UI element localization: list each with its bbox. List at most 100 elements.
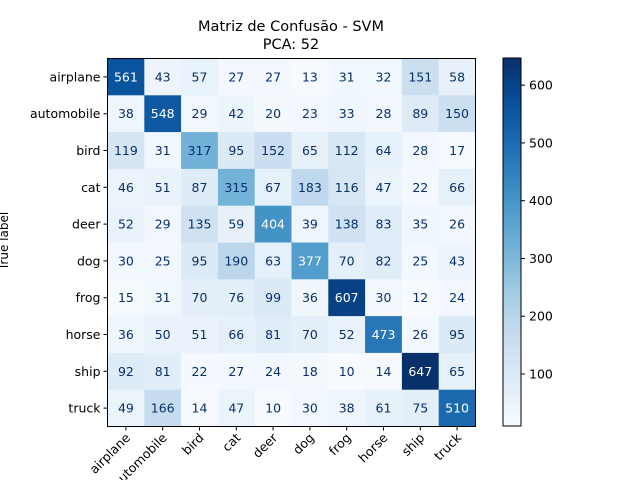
cell-value-label: 82 xyxy=(376,253,392,268)
heatmap-cell xyxy=(438,352,476,391)
heatmap-cell xyxy=(401,389,440,427)
heatmap-cell xyxy=(291,279,329,317)
cell-value-label: 30 xyxy=(302,401,318,416)
cell-value-label: 51 xyxy=(192,327,208,342)
heatmap-cell xyxy=(254,242,292,280)
cell-value-label: 89 xyxy=(412,106,428,121)
plot-frame xyxy=(107,58,476,427)
cell-value-label: 83 xyxy=(376,217,392,232)
cell-value-label: 22 xyxy=(192,364,208,379)
heatmap-cell xyxy=(401,58,440,96)
cell-value-label: 27 xyxy=(228,69,244,84)
cell-value-label: 561 xyxy=(114,69,138,84)
y-tick-label: ship xyxy=(75,364,101,379)
colorbar-tick-label: 500 xyxy=(529,135,553,150)
cell-value-label: 28 xyxy=(376,106,392,121)
heatmap-cell xyxy=(328,95,366,133)
cell-value-label: 66 xyxy=(449,180,465,195)
cell-value-label: 31 xyxy=(155,143,171,158)
cell-value-label: 95 xyxy=(449,327,465,342)
cell-value-label: 152 xyxy=(261,143,285,158)
cell-value-label: 135 xyxy=(188,217,212,232)
heatmap-cell xyxy=(401,168,440,207)
heatmap-cell xyxy=(365,95,403,133)
heatmap-cell xyxy=(254,58,292,96)
cell-value-label: 30 xyxy=(118,253,134,268)
heatmap-cell xyxy=(291,352,329,391)
heatmap-cell xyxy=(254,168,292,207)
heatmap-cell xyxy=(328,58,366,96)
heatmap-cell xyxy=(217,95,256,133)
heatmap-cell xyxy=(217,279,256,317)
cell-value-label: 43 xyxy=(155,69,171,84)
cell-value-label: 49 xyxy=(118,401,134,416)
heatmap-cell xyxy=(328,242,366,280)
cell-value-label: 47 xyxy=(376,180,392,195)
cell-value-label: 119 xyxy=(114,143,138,158)
heatmap-cell xyxy=(107,58,145,96)
heatmap-cell xyxy=(254,279,292,317)
heatmap-cell xyxy=(401,132,440,170)
heatmap-cell xyxy=(217,205,256,243)
x-tick-label: deer xyxy=(249,429,280,460)
cell-value-label: 42 xyxy=(228,106,244,121)
heatmap-cell xyxy=(217,132,256,170)
heatmap-cell xyxy=(438,58,476,96)
heatmap-cell xyxy=(254,95,292,133)
cell-value-label: 32 xyxy=(376,69,392,84)
cell-value-label: 12 xyxy=(412,290,428,305)
heatmap-cell xyxy=(217,352,256,391)
cell-value-label: 24 xyxy=(449,290,465,305)
heatmap-cell xyxy=(217,316,256,354)
cell-value-label: 27 xyxy=(228,364,244,379)
heatmap-cell xyxy=(254,352,292,391)
y-tick-label: bird xyxy=(76,143,100,158)
colorbar-tick-label: 300 xyxy=(529,251,553,266)
heatmap-cell xyxy=(144,205,182,243)
cell-value-label: 29 xyxy=(192,106,208,121)
heatmap-cell xyxy=(144,279,182,317)
x-tick-label: bird xyxy=(179,430,207,458)
cell-value-label: 24 xyxy=(265,364,281,379)
x-tick-label: cat xyxy=(219,430,243,454)
colorbar xyxy=(502,57,522,427)
cell-value-label: 30 xyxy=(376,290,392,305)
cell-value-label: 50 xyxy=(155,327,171,342)
heatmap-cell xyxy=(365,205,403,243)
heatmap-cell xyxy=(254,205,292,243)
heatmap-cell xyxy=(291,132,329,170)
cell-value-label: 607 xyxy=(335,290,359,305)
cell-value-label: 52 xyxy=(339,327,355,342)
cell-value-label: 138 xyxy=(335,217,359,232)
heatmap-cell xyxy=(107,168,145,207)
cell-value-label: 70 xyxy=(192,290,208,305)
heatmap-cell xyxy=(438,132,476,170)
cell-value-label: 87 xyxy=(192,180,208,195)
heatmap-cell xyxy=(365,168,403,207)
cell-value-label: 22 xyxy=(412,180,428,195)
heatmap-cell xyxy=(107,205,145,243)
cell-value-label: 58 xyxy=(449,69,465,84)
chart-subtitle: PCA: 52 xyxy=(263,37,319,53)
cell-value-label: 15 xyxy=(118,290,134,305)
x-tick-label: truck xyxy=(431,429,465,463)
heatmap-cell xyxy=(144,352,182,391)
cell-value-label: 38 xyxy=(339,401,355,416)
heatmap-cell xyxy=(291,242,329,280)
heatmap-cell xyxy=(291,316,329,354)
heatmap-cell xyxy=(438,205,476,243)
y-tick-label: automobile xyxy=(30,106,101,121)
heatmap-cell xyxy=(291,205,329,243)
cell-value-label: 51 xyxy=(155,180,171,195)
cell-value-label: 13 xyxy=(302,69,318,84)
heatmap-cell xyxy=(438,389,476,427)
cell-value-label: 315 xyxy=(224,180,248,195)
cell-value-label: 190 xyxy=(224,253,248,268)
heatmap-cell xyxy=(401,316,440,354)
cell-value-label: 39 xyxy=(302,217,318,232)
heatmap-cell xyxy=(181,95,219,133)
heatmap-cell xyxy=(438,316,476,354)
y-tick-label: deer xyxy=(72,217,101,232)
cell-value-label: 46 xyxy=(118,180,134,195)
